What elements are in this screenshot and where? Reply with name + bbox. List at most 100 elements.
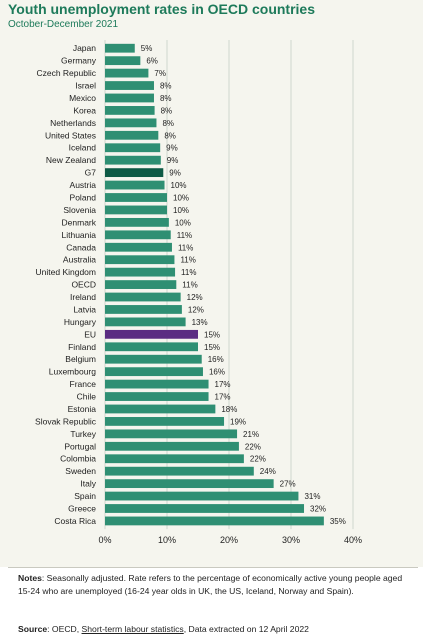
value-label: 16% (208, 355, 224, 364)
category-label: Germany (61, 56, 97, 66)
bar (105, 479, 274, 489)
bar (105, 342, 198, 352)
notes: Notes: Seasonally adjusted. Rate refers … (18, 572, 416, 597)
category-label: Israel (75, 81, 96, 91)
category-label: Portugal (64, 441, 96, 451)
x-tick-label: 30% (282, 535, 300, 545)
bar (105, 491, 299, 501)
category-label: Belgium (65, 354, 96, 364)
value-label: 13% (192, 318, 208, 327)
bar (105, 143, 161, 153)
category-label: Latvia (73, 304, 96, 314)
source-link[interactable]: Short-term labour statistics (81, 624, 184, 634)
bar (105, 354, 202, 364)
bar (105, 305, 182, 314)
category-label: Czech Republic (36, 68, 96, 78)
category-label: Korea (73, 105, 96, 115)
notes-label: Notes (18, 573, 42, 583)
category-label: Turkey (70, 429, 96, 439)
category-label: Austria (70, 180, 97, 190)
value-label: 5% (141, 44, 153, 53)
value-label: 12% (188, 305, 204, 314)
bar (105, 404, 216, 414)
source-label: Source (18, 624, 48, 634)
bar (105, 392, 209, 401)
category-label: Netherlands (50, 118, 96, 128)
category-label: Luxembourg (49, 367, 97, 377)
bar (105, 516, 324, 526)
bar (105, 193, 167, 202)
category-label: France (70, 379, 97, 389)
value-label: 9% (167, 156, 179, 165)
bar (105, 317, 186, 327)
bar (105, 329, 198, 339)
value-label: 15% (204, 343, 220, 352)
bar (105, 379, 209, 389)
bar (105, 466, 254, 476)
category-label: Hungary (64, 317, 97, 327)
value-label: 11% (182, 281, 197, 290)
chart-subtitle: October-December 2021 (8, 19, 119, 30)
value-label: 9% (169, 169, 181, 178)
bar (105, 56, 141, 66)
bar (105, 367, 203, 377)
category-label: Mexico (69, 93, 96, 103)
value-label: 10% (171, 181, 187, 190)
category-label: Poland (70, 193, 97, 203)
value-label: 24% (260, 467, 276, 476)
x-tick-label: 10% (158, 535, 176, 545)
bar (105, 43, 135, 53)
category-label: Iceland (69, 143, 97, 153)
bar (105, 429, 238, 439)
bar (105, 454, 244, 464)
bar (105, 130, 159, 140)
value-label: 8% (161, 106, 173, 115)
bar (105, 242, 172, 252)
value-label: 8% (160, 82, 172, 91)
category-label: Denmark (62, 217, 97, 227)
bar (105, 205, 167, 215)
bar-chart: Japan 5% Germany 6% Czech Republic 7% Israel 8%… (35, 40, 362, 545)
chart-title: Youth unemployment rates in OECD countri… (8, 1, 316, 17)
value-label: 18% (221, 405, 237, 414)
value-label: 21% (243, 430, 259, 439)
value-label: 8% (160, 94, 172, 103)
x-axis-ticks: 0% 10% 20% 30% 40% (98, 535, 362, 545)
value-label: 11% (177, 231, 192, 240)
category-label: Colombia (60, 454, 96, 464)
bar (105, 81, 154, 90)
value-label: 10% (175, 218, 191, 227)
value-label: 32% (310, 505, 326, 514)
bar (105, 106, 155, 115)
notes-text: : Seasonally adjusted. Rate refers to th… (18, 573, 403, 596)
bar (105, 168, 164, 178)
source-suffix: , Data extracted on 12 April 2022 (183, 624, 309, 634)
category-label: Greece (68, 504, 96, 514)
category-label: Costa Rica (54, 516, 96, 526)
category-label: Chile (77, 392, 97, 402)
value-label: 11% (178, 243, 193, 252)
category-label: Spain (74, 491, 96, 501)
value-label: 8% (162, 119, 174, 128)
bar (105, 68, 149, 78)
category-label: Sweden (65, 466, 96, 476)
value-label: 7% (154, 69, 166, 78)
source-prefix: : OECD, (47, 624, 82, 634)
bar (105, 441, 239, 451)
value-label: 10% (173, 194, 189, 203)
category-label: OECD (71, 280, 96, 290)
value-label: 35% (330, 517, 346, 526)
value-label: 6% (146, 57, 158, 66)
value-label: 22% (245, 442, 261, 451)
category-label: Slovenia (63, 205, 96, 215)
bar (105, 93, 154, 103)
bars: Japan 5% Germany 6% Czech Republic 7% Israel 8%… (35, 43, 346, 526)
bar (105, 118, 157, 128)
value-label: 8% (164, 131, 176, 140)
category-label: Lithuania (61, 230, 96, 240)
category-label: G7 (85, 168, 97, 178)
bar (105, 155, 161, 165)
value-label: 17% (215, 380, 231, 389)
bar (105, 417, 225, 426)
bar (105, 180, 165, 190)
